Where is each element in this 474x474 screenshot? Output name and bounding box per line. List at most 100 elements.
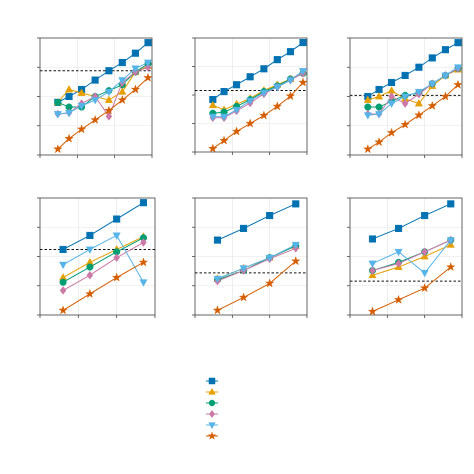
marker [90, 114, 100, 125]
axes-frame [194, 37, 308, 153]
axes-frame [39, 197, 156, 316]
marker [53, 111, 62, 119]
marker [208, 399, 216, 407]
marker [386, 127, 397, 137]
marker [104, 95, 113, 103]
marker [367, 306, 378, 316]
marker [238, 292, 249, 302]
series-line [372, 266, 452, 312]
marker [59, 245, 67, 254]
marker [286, 48, 294, 56]
marker [273, 84, 282, 92]
marker [104, 88, 113, 97]
series-line [62, 234, 144, 283]
marker [291, 241, 300, 250]
marker [374, 137, 384, 147]
series-line [372, 239, 452, 274]
marker [77, 88, 86, 96]
marker [447, 200, 455, 208]
marker [246, 97, 255, 106]
marker [117, 94, 128, 105]
marker [138, 257, 149, 267]
marker [454, 39, 462, 47]
marker [266, 212, 274, 220]
marker [414, 99, 423, 107]
marker [143, 72, 153, 82]
marker [232, 106, 241, 115]
marker [395, 224, 403, 232]
series-line [372, 203, 451, 240]
marker [208, 387, 216, 395]
marker [59, 286, 67, 295]
marker [112, 232, 121, 240]
marker [240, 224, 248, 232]
marker [415, 63, 423, 71]
marker [104, 105, 114, 115]
marker [400, 119, 410, 129]
marker [285, 91, 296, 101]
marker [113, 253, 120, 263]
marker [419, 282, 430, 293]
marker [86, 270, 94, 280]
marker [64, 133, 74, 143]
marker [401, 99, 409, 108]
marker [388, 78, 396, 87]
marker [290, 256, 301, 266]
series-line [217, 247, 296, 282]
marker [395, 259, 402, 268]
marker [414, 110, 424, 120]
series-line [217, 260, 297, 311]
axes-frame [194, 197, 308, 316]
marker [85, 288, 95, 299]
marker [445, 261, 456, 272]
marker [140, 238, 147, 247]
marker [219, 135, 229, 145]
marker [375, 103, 383, 111]
marker [64, 85, 74, 93]
marker [363, 112, 372, 120]
marker [375, 85, 383, 94]
marker [208, 113, 217, 122]
series-line [372, 244, 451, 276]
axes-frame [39, 37, 153, 156]
marker [299, 39, 307, 47]
marker [143, 59, 153, 68]
marker [273, 56, 281, 64]
marker [91, 97, 100, 105]
marker [265, 254, 274, 263]
marker [298, 77, 308, 87]
marker [59, 278, 67, 286]
marker [85, 246, 94, 254]
series-line [217, 203, 296, 241]
marker [446, 237, 455, 245]
marker [369, 266, 376, 275]
marker [374, 111, 384, 119]
marker [86, 231, 94, 239]
marker [54, 98, 62, 106]
marker [298, 68, 308, 76]
marker [272, 101, 283, 111]
marker [260, 65, 268, 73]
series-line [62, 237, 144, 283]
marker [401, 71, 409, 79]
marker [52, 144, 63, 154]
axes-frame [349, 37, 463, 156]
marker [76, 124, 87, 134]
marker [292, 200, 300, 208]
marker [374, 92, 384, 100]
marker [118, 87, 127, 95]
marker [388, 92, 395, 101]
marker [86, 263, 94, 271]
marker [208, 100, 217, 109]
marker [118, 77, 127, 85]
marker [363, 95, 372, 103]
marker [387, 100, 396, 108]
marker [59, 261, 68, 270]
marker [362, 144, 373, 154]
marker [144, 39, 152, 47]
marker [65, 92, 73, 101]
marker [131, 49, 139, 57]
marker [231, 126, 242, 136]
marker [420, 269, 429, 278]
marker [264, 278, 275, 288]
